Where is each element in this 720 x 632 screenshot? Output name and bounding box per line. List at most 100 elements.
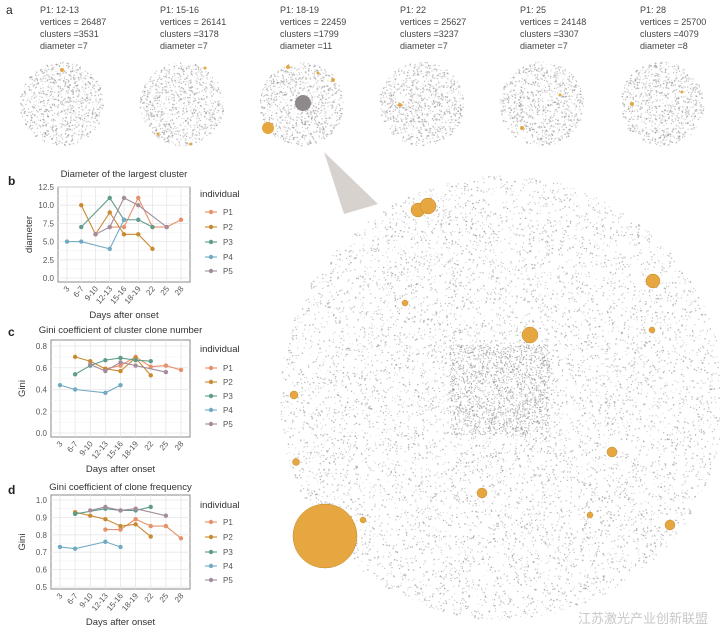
- network-node: [305, 83, 306, 84]
- network-node: [39, 109, 40, 110]
- network-node: [174, 114, 175, 115]
- network-node: [532, 65, 533, 66]
- network-node: [527, 82, 528, 83]
- network-node: [320, 78, 322, 80]
- network-node: [515, 97, 517, 99]
- network-node: [184, 91, 185, 92]
- network-node: [676, 72, 677, 73]
- network-node: [525, 75, 526, 76]
- network-node: [701, 93, 703, 95]
- network-node: [572, 89, 574, 91]
- network-node: [286, 133, 288, 135]
- network-node: [276, 75, 277, 76]
- network-node: [315, 79, 316, 80]
- network-node: [48, 87, 49, 88]
- network-node: [438, 81, 439, 82]
- network-node: [456, 109, 457, 110]
- network-node: [576, 115, 577, 116]
- network-node: [679, 139, 680, 140]
- network-node: [285, 117, 287, 119]
- network-node: [317, 126, 319, 128]
- network-node: [441, 122, 443, 124]
- network-node: [73, 101, 75, 103]
- network-node: [70, 122, 72, 124]
- network-node: [95, 86, 96, 87]
- network-node: [98, 123, 99, 124]
- network-node: [89, 82, 91, 84]
- network-node: [402, 104, 404, 106]
- network-node: [550, 135, 551, 136]
- network-node: [405, 104, 406, 105]
- network-node: [561, 74, 562, 75]
- network-node: [31, 98, 32, 99]
- network-node: [84, 116, 85, 117]
- network-node: [58, 71, 59, 72]
- network-node: [409, 75, 410, 76]
- snapshot-clusters: clusters =1799: [280, 29, 339, 39]
- network-node: [61, 134, 63, 136]
- network-node: [168, 82, 169, 83]
- network-node: [414, 67, 416, 69]
- network-node: [162, 87, 163, 88]
- network-node: [562, 81, 563, 82]
- network-node: [518, 73, 520, 75]
- network-node: [301, 117, 302, 118]
- network-node: [390, 101, 391, 102]
- network-node: [507, 102, 509, 104]
- network-node: [449, 91, 450, 92]
- network-node: [416, 79, 417, 80]
- network-node: [217, 104, 218, 105]
- network-node: [49, 107, 50, 108]
- network-node: [535, 82, 536, 83]
- network-node: [681, 115, 683, 117]
- network-node: [331, 108, 332, 109]
- network-node: [562, 116, 564, 118]
- network-node: [444, 76, 445, 77]
- network-node: [64, 98, 66, 100]
- network-node: [166, 84, 167, 85]
- network-node: [152, 81, 153, 82]
- network-node: [436, 136, 437, 137]
- network-node: [666, 76, 667, 77]
- network-node: [520, 101, 521, 102]
- network-node: [450, 116, 452, 118]
- network-node: [330, 102, 331, 103]
- network-node: [170, 137, 171, 138]
- network-node: [538, 71, 539, 72]
- network-node: [319, 67, 320, 68]
- network-node: [524, 69, 526, 71]
- network-node: [219, 103, 220, 104]
- network-node: [333, 100, 334, 101]
- network-node: [85, 116, 86, 117]
- network-node: [174, 73, 175, 74]
- network-node: [317, 81, 318, 82]
- network-node: [175, 77, 176, 78]
- network-node: [550, 83, 551, 84]
- network-node: [411, 101, 412, 102]
- network-node: [544, 92, 545, 93]
- network-node: [551, 121, 552, 122]
- network-node: [295, 137, 296, 138]
- network-node: [153, 114, 154, 115]
- network-node: [410, 96, 412, 98]
- network-node: [625, 97, 626, 98]
- network-node: [190, 87, 191, 88]
- network-node: [432, 77, 433, 78]
- network-node: [304, 135, 305, 136]
- network-node: [542, 130, 544, 132]
- network-node: [92, 111, 93, 112]
- network-node: [73, 110, 74, 111]
- network-node: [510, 91, 511, 92]
- network-node: [542, 98, 543, 99]
- network-node: [40, 108, 42, 110]
- network-node: [47, 130, 49, 132]
- network-node: [72, 136, 73, 137]
- network-node: [197, 102, 198, 103]
- network-node: [182, 104, 183, 105]
- network-node: [660, 79, 661, 80]
- network-node: [414, 72, 415, 73]
- network-node: [428, 105, 430, 107]
- network-node: [80, 77, 82, 79]
- network-node: [424, 108, 425, 109]
- network-node: [425, 128, 426, 129]
